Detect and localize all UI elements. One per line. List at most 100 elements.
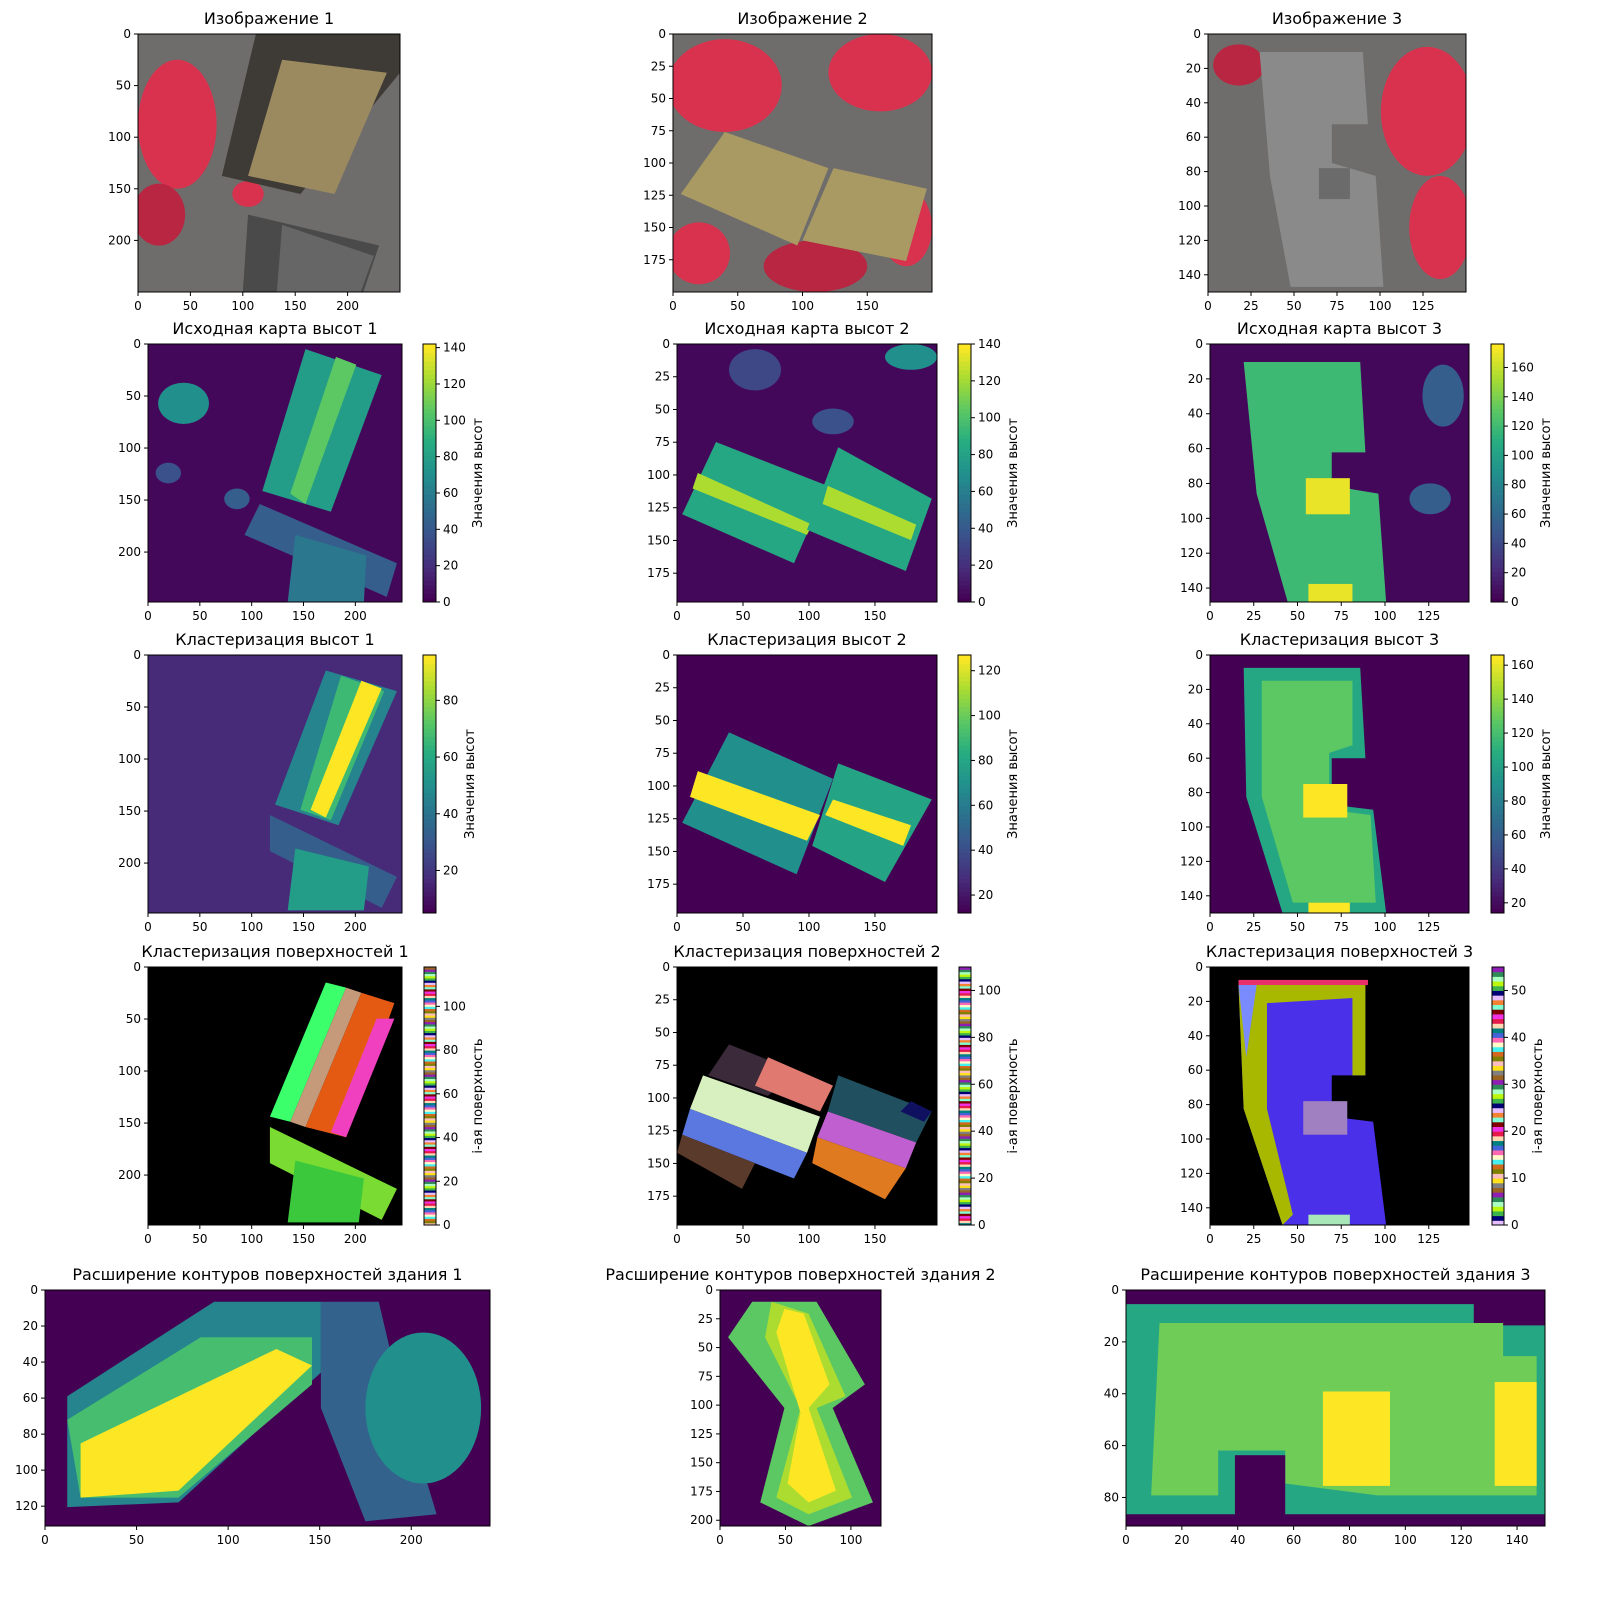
colorbar-label: i-ая поверхность: [1006, 1038, 1021, 1153]
image-area: [677, 967, 937, 1225]
colorbar-segment: [1491, 348, 1504, 354]
colorbar-segment: [1491, 554, 1504, 560]
x-tick-label: 0: [716, 1533, 724, 1547]
colorbar-segment: [423, 567, 436, 573]
colorbar-segment: [1492, 999, 1504, 1006]
colorbar-tick-label: 100: [443, 413, 466, 427]
colorbar-segment: [1492, 1051, 1504, 1057]
x-tick-label: 50: [735, 609, 750, 623]
roof-ridge: [692, 473, 813, 535]
colorbar-segment: [424, 1141, 436, 1145]
colorbar-segment: [1491, 580, 1504, 586]
surface-segment: [1308, 1214, 1350, 1225]
x-tick-label: 100: [240, 609, 263, 623]
colorbar-segment: [423, 464, 436, 470]
colorbar-segment: [424, 995, 436, 999]
colorbar-segment: [958, 404, 971, 409]
colorbar-segment: [959, 1133, 971, 1137]
y-tick-label: 50: [655, 402, 670, 416]
colorbar-segment: [959, 978, 971, 982]
colorbar-segment: [959, 1025, 971, 1029]
colorbar-segment: [958, 524, 971, 530]
colorbar-segment: [959, 974, 971, 977]
colorbar-segment: [1491, 753, 1504, 759]
colorbar-segment: [424, 1015, 436, 1018]
colorbar-segment: [958, 378, 971, 384]
surface-segment: [827, 1075, 932, 1143]
colorbar-segment: [1492, 1046, 1504, 1052]
colorbar-segment: [958, 753, 971, 759]
colorbar-segment: [959, 1077, 971, 1081]
subplot-title: Исходная карта высот 2: [704, 319, 909, 338]
x-tick-label: 100: [231, 299, 254, 313]
colorbar-segment: [424, 1043, 436, 1047]
colorbar-segment: [423, 387, 436, 392]
colorbar-segment: [958, 593, 971, 599]
colorbar-segment: [959, 1161, 971, 1165]
colorbar-segment: [423, 749, 436, 755]
image-region: [729, 349, 781, 391]
colorbar-segment: [424, 997, 436, 1001]
colorbar-segment: [423, 430, 436, 435]
subplot-title: Изображение 1: [204, 9, 334, 28]
colorbar-segment: [424, 1089, 436, 1093]
colorbar-segment: [423, 447, 436, 452]
colorbar-segment: [959, 976, 971, 980]
colorbar-segment: [423, 818, 436, 824]
y-tick-label: 0: [662, 337, 670, 351]
axes-frame: [147, 966, 403, 1226]
colorbar-segment: [959, 1044, 971, 1048]
surface-segment: [812, 1137, 906, 1200]
x-tick-label: 50: [1286, 299, 1301, 313]
axes-frame: [44, 1289, 491, 1527]
colorbar-segment: [423, 378, 436, 384]
colorbar-segment: [1491, 732, 1504, 738]
image-area: [1208, 34, 1466, 292]
surface-segment: [287, 1160, 364, 1223]
y-tick-label: 50: [126, 389, 141, 403]
axes-frame: [1209, 343, 1470, 603]
colorbar-segment: [959, 1128, 971, 1132]
colorbar-tick-label: 60: [978, 798, 993, 812]
colorbar-segment: [424, 1183, 436, 1187]
colorbar-segment: [1491, 693, 1504, 699]
colorbar-segment: [958, 507, 971, 513]
colorbar-segment: [1492, 1004, 1504, 1010]
colorbar-segment: [1491, 524, 1504, 530]
colorbar-tick-label: 60: [978, 484, 993, 498]
y-tick-label: 100: [647, 468, 670, 482]
colorbar-segment: [958, 844, 971, 849]
colorbar-segment: [959, 1135, 971, 1139]
colorbar-segment: [959, 1006, 971, 1010]
colorbar-segment: [1491, 792, 1504, 798]
colorbar-segment: [424, 1034, 436, 1038]
colorbar-segment: [959, 1152, 971, 1156]
colorbar-tick-label: 40: [978, 521, 993, 535]
colorbar-label: Значения высот: [463, 729, 478, 839]
colorbar-segment: [1491, 822, 1504, 828]
y-tick-label: 0: [1195, 960, 1203, 974]
x-tick-label: 0: [1206, 920, 1214, 934]
colorbar-segment: [959, 1060, 971, 1064]
colorbar-tick-label: 60: [978, 1077, 993, 1091]
expanded-surface: [776, 1308, 836, 1503]
y-tick-label: 25: [651, 59, 666, 73]
colorbar-segment: [1491, 485, 1504, 491]
colorbar-segment: [958, 537, 971, 543]
y-tick-label: 120: [1178, 233, 1201, 247]
colorbar-segment: [423, 685, 436, 690]
expanded-surface: [1322, 1391, 1390, 1486]
colorbar-segment: [423, 870, 436, 875]
colorbar-tick-label: 20: [978, 1171, 993, 1185]
x-tick-label: 40: [1230, 1533, 1245, 1547]
colorbar-segment: [423, 698, 436, 703]
colorbar-segment: [424, 1126, 436, 1130]
building-height: [287, 534, 367, 602]
colorbar-segment: [959, 1112, 971, 1116]
y-tick-label: 75: [655, 1058, 670, 1072]
colorbar-segment: [959, 1203, 971, 1207]
colorbar-segment: [1492, 1154, 1504, 1160]
colorbar-segment: [1491, 567, 1504, 573]
colorbar-segment: [959, 1107, 971, 1111]
colorbar-segment: [958, 528, 971, 534]
